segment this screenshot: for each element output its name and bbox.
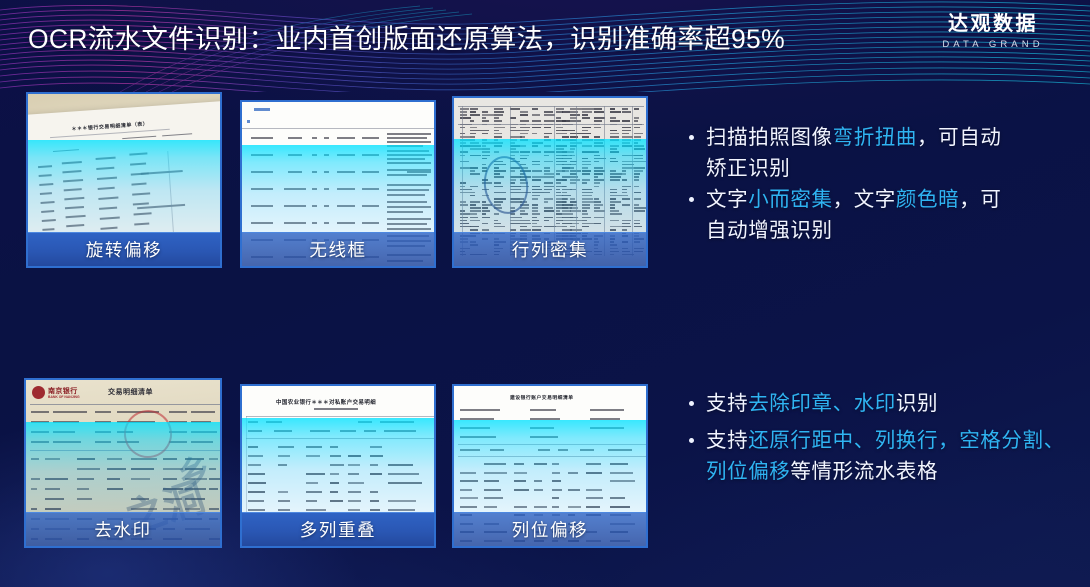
bullet-segment: ，可 [959, 188, 1002, 211]
card-caption: 旋转偏移 [28, 232, 220, 266]
bullet-segment: ，可自动 [917, 126, 1002, 149]
bullet-segment-highlight: 去除印章、水印 [748, 392, 896, 415]
bullet-segment: 识别 [895, 392, 939, 415]
bullet-item: 扫描拍照图像弯折扭曲，可自动 [686, 122, 1066, 153]
bullet-segment: 扫描拍照图像 [706, 126, 833, 149]
card-rotation-offset[interactable]: ＊＊＊银行交易明细清单（表） [26, 92, 222, 268]
card-caption: 列位偏移 [454, 512, 646, 546]
bullet-item: 支持去除印章、水印识别 [686, 388, 1076, 419]
bank-name-en: BANK OF NANJING [48, 395, 80, 399]
card-caption: 无线框 [242, 232, 434, 266]
bullet-segment-highlight: 还原行距中、列换行，空格分割、 [748, 429, 1065, 452]
bullet-segment-highlight: 颜色暗 [895, 188, 960, 211]
bullet-item: 支持还原行距中、列换行，空格分割、 [686, 425, 1076, 456]
bullet-segment-highlight: 列位偏移 [706, 460, 791, 483]
card-borderless-table[interactable]: 无线框 [240, 100, 436, 268]
card-caption: 去水印 [26, 512, 220, 546]
bullet-continuation: 列位偏移等情形流水表格 [686, 456, 1076, 487]
brand-name-cn: 达观数据 [948, 13, 1038, 35]
card-dense-rows-columns[interactable]: 行列密集 [452, 96, 648, 268]
card-caption: 多列重叠 [242, 512, 434, 546]
card-multi-column-overlap[interactable]: 中国农业银行＊＊＊对私账户交易明细 [240, 384, 436, 548]
bullet-continuation: 自动增强识别 [706, 219, 833, 242]
bullet-segment-highlight: 小而密集 [748, 188, 833, 211]
brand-name-en: DATA GRAND [942, 39, 1044, 50]
bank-name: 南京银行 [48, 388, 78, 395]
statement-title: 交易明细清单 [108, 389, 153, 396]
bullet-segment: ，文字 [832, 188, 896, 211]
bullet-segment: 文字 [706, 188, 749, 211]
bullet-segment-highlight: 弯折扭曲 [832, 126, 918, 149]
page-title: OCR流水文件识别：业内首创版面还原算法，识别准确率超95% [28, 24, 785, 54]
card-remove-watermark[interactable]: 南京银行 BANK OF NANJING 交易明细清单 [24, 378, 222, 548]
brand-logo: 达观数据 DATA GRAND [918, 13, 1068, 50]
bullet-list-bottom: 支持去除印章、水印识别 支持还原行距中、列换行，空格分割、 列位偏移等情形流水表… [686, 388, 1076, 487]
bullet-list-top: 扫描拍照图像弯折扭曲，可自动 矫正识别 文字小而密集，文字颜色暗，可 自动增强识… [686, 122, 1066, 246]
bullet-segment: 等情形流水表格 [790, 460, 939, 483]
statement-title-2: 中国农业银行＊＊＊对私账户交易明细 [276, 400, 377, 406]
bullet-segment: 支持 [706, 429, 749, 452]
card-caption: 行列密集 [454, 232, 646, 266]
bullet-segment: 支持 [706, 392, 749, 415]
card-column-shift[interactable]: 建设银行账户交易明细清单 [452, 384, 648, 548]
bullet-item: 文字小而密集，文字颜色暗，可 [686, 184, 1066, 215]
statement-title-3: 建设银行账户交易明细清单 [510, 396, 574, 401]
bullet-continuation: 矫正识别 [706, 157, 791, 180]
header: OCR流水文件识别：业内首创版面还原算法，识别准确率超95% 达观数据 DATA… [0, 0, 1090, 72]
